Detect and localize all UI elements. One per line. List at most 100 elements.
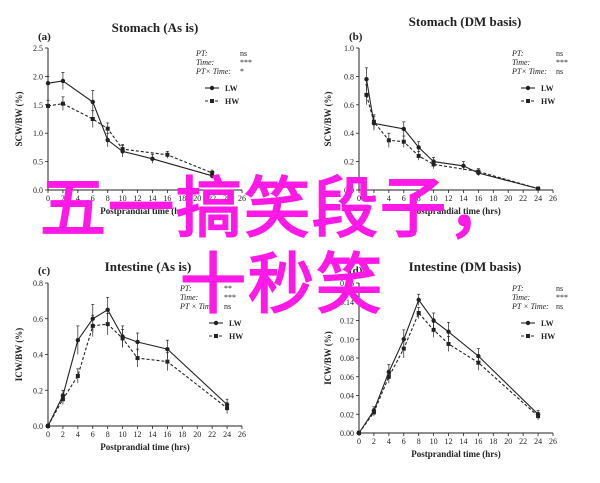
legend-marker-hw: [526, 99, 530, 103]
legend-marker-hw: [214, 334, 218, 338]
data-point-lw: [90, 99, 95, 105]
data-point-hw: [165, 152, 170, 157]
y-tick-label: 0.16: [340, 279, 354, 288]
stat-value: ***: [556, 58, 568, 67]
y-tick-label: 0.8: [344, 72, 354, 81]
x-tick-label: 12: [445, 194, 453, 203]
stat-value: ***: [224, 293, 236, 302]
data-point-hw: [105, 322, 110, 327]
stat-label: PT × Time:: [511, 302, 549, 311]
data-point-lw: [105, 307, 110, 313]
data-point-lw: [401, 126, 406, 132]
data-point-hw: [371, 410, 376, 415]
x-axis-label: Postprandial time (hrs): [100, 442, 190, 452]
legend-marker-lw: [525, 85, 531, 91]
data-point-hw: [60, 101, 65, 106]
x-tick-label: 6: [402, 437, 406, 446]
x-tick-label: 14: [459, 194, 467, 203]
data-point-lw: [165, 346, 170, 352]
chart-title: Stomach (DM basis): [409, 14, 522, 29]
data-point-hw: [90, 117, 95, 121]
stat-label: PT:: [511, 49, 524, 58]
x-tick-label: 22: [208, 430, 216, 439]
stat-label: PT× Time:: [511, 67, 547, 76]
x-tick-label: 24: [223, 194, 231, 203]
data-point-lw: [45, 81, 51, 86]
stat-label: PT:: [179, 284, 192, 293]
x-tick-label: 2: [372, 194, 376, 203]
y-tick-label: 1.5: [33, 101, 43, 110]
stat-value: *: [240, 67, 244, 76]
data-point-hw: [135, 356, 140, 361]
data-point-hw: [225, 406, 230, 411]
series-line-hw: [365, 94, 539, 190]
data-point-hw: [416, 311, 421, 315]
data-point-hw: [75, 373, 80, 378]
data-point-hw: [165, 359, 170, 364]
x-tick-label: 22: [208, 194, 216, 203]
series-line-lw: [365, 79, 539, 190]
stat-value: ***: [240, 58, 252, 67]
data-point-hw: [210, 170, 215, 175]
x-tick-label: 12: [445, 437, 453, 446]
data-point-lw: [75, 338, 81, 343]
x-tick-label: 14: [148, 430, 156, 439]
y-tick-label: 0.5: [33, 158, 43, 167]
stat-label: Time:: [512, 58, 531, 67]
data-point-hw: [357, 431, 361, 435]
x-tick-label: 20: [193, 194, 201, 203]
stat-value: **: [224, 284, 232, 293]
stat-value: ns: [240, 49, 247, 58]
y-tick-label: 0.0: [344, 186, 354, 195]
stat-label: PT× Time:: [195, 67, 231, 76]
chart-title: Stomach (As is): [112, 20, 199, 35]
x-tick-label: 6: [402, 194, 406, 203]
data-point-hw: [536, 186, 541, 191]
data-point-hw: [431, 327, 436, 332]
x-tick-label: 8: [106, 430, 110, 439]
x-tick-label: 12: [134, 194, 142, 203]
y-tick-label: 0.0: [33, 422, 43, 431]
stat-value: ns: [556, 49, 563, 58]
y-axis-label: SCW/BW (%): [14, 91, 24, 146]
panel-c: Intestine (As is)(c)0 2 4 6 8 10 12 14 16 18 20 22 2…: [14, 259, 246, 452]
x-tick-label: 10: [119, 430, 127, 439]
data-point-lw: [135, 339, 140, 345]
legend-marker-lw: [213, 320, 219, 326]
data-point-hw: [46, 103, 50, 108]
x-tick-label: 18: [489, 437, 497, 446]
data-point-hw: [446, 341, 451, 346]
data-point-lw: [446, 329, 451, 334]
x-tick-label: 18: [178, 194, 186, 203]
legend-label-lw: LW: [225, 84, 238, 93]
stat-label: PT:: [195, 49, 208, 58]
x-tick-label: 10: [430, 194, 438, 203]
x-tick-label: 24: [534, 194, 542, 203]
y-tick-label: 0.04: [340, 392, 354, 401]
data-point-hw: [386, 374, 391, 379]
data-point-lw: [416, 145, 421, 150]
panel-b: Stomach (DM basis)(b)0 2 4 6 8 10 12 14 16 18 20 22…: [323, 14, 568, 216]
y-tick-label: 0.6: [33, 315, 43, 324]
x-tick-label: 16: [163, 194, 171, 203]
data-point-hw: [60, 397, 65, 402]
data-point-hw: [416, 153, 421, 158]
data-point-hw: [476, 169, 481, 174]
x-axis-label: Postprandial time (hrs): [411, 206, 501, 216]
x-tick-label: 10: [430, 437, 438, 446]
stat-label: Time:: [196, 58, 215, 67]
stat-value: ns: [556, 67, 563, 76]
y-tick-label: 2.5: [33, 44, 43, 53]
panel-letter: (a): [38, 31, 51, 43]
y-tick-label: 0.10: [340, 335, 354, 344]
y-tick-label: 0.08: [340, 354, 354, 363]
y-axis-label: ICW/BW (%): [323, 331, 333, 385]
legend-label-hw: HW: [541, 97, 555, 106]
x-tick-label: 2: [372, 437, 376, 446]
x-tick-label: 4: [76, 194, 80, 203]
y-tick-label: 0.6: [344, 101, 354, 110]
legend-label-hw: HW: [229, 332, 243, 341]
x-tick-label: 2: [61, 430, 65, 439]
y-tick-label: 0.8: [33, 279, 43, 288]
x-tick-label: 0: [357, 194, 361, 203]
